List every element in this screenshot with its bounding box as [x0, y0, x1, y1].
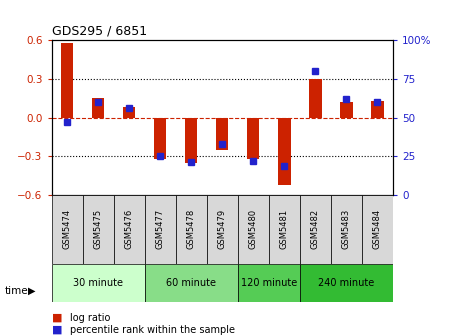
Text: GSM5484: GSM5484 [373, 209, 382, 249]
Bar [83, 195, 114, 264]
Bar [247, 118, 260, 159]
Text: GDS295 / 6851: GDS295 / 6851 [52, 25, 147, 38]
Text: ■: ■ [52, 325, 62, 335]
Text: 240 minute: 240 minute [318, 278, 374, 288]
Text: percentile rank within the sample: percentile rank within the sample [70, 325, 234, 335]
Bar [216, 118, 229, 150]
Bar [92, 98, 104, 118]
Text: time: time [4, 286, 28, 296]
Bar [362, 195, 393, 264]
Text: GSM5480: GSM5480 [249, 209, 258, 249]
Text: ■: ■ [52, 312, 62, 323]
Text: GSM5478: GSM5478 [187, 209, 196, 249]
Text: GSM5476: GSM5476 [125, 209, 134, 249]
Bar [300, 264, 393, 302]
Bar [207, 195, 238, 264]
Bar [52, 195, 83, 264]
Text: 30 minute: 30 minute [73, 278, 123, 288]
Bar [300, 195, 331, 264]
Text: 60 minute: 60 minute [166, 278, 216, 288]
Text: GSM5474: GSM5474 [63, 209, 72, 249]
Bar [185, 118, 198, 163]
Bar [114, 195, 145, 264]
Bar [340, 102, 352, 118]
Text: GSM5481: GSM5481 [280, 209, 289, 249]
Bar [145, 264, 238, 302]
Bar [176, 195, 207, 264]
Bar [278, 118, 291, 184]
Text: ▶: ▶ [28, 286, 35, 296]
Bar [154, 118, 167, 159]
Bar [371, 101, 383, 118]
Bar [61, 43, 73, 118]
Bar [123, 107, 136, 118]
Text: GSM5477: GSM5477 [156, 209, 165, 249]
Text: GSM5479: GSM5479 [218, 209, 227, 249]
Text: log ratio: log ratio [70, 312, 110, 323]
Text: GSM5483: GSM5483 [342, 209, 351, 249]
Text: GSM5475: GSM5475 [94, 209, 103, 249]
Bar [52, 264, 145, 302]
Bar [238, 264, 300, 302]
Bar [145, 195, 176, 264]
Text: 120 minute: 120 minute [241, 278, 297, 288]
Text: GSM5482: GSM5482 [311, 209, 320, 249]
Bar [331, 195, 362, 264]
Bar [309, 79, 321, 118]
Bar [238, 195, 269, 264]
Bar [269, 195, 300, 264]
